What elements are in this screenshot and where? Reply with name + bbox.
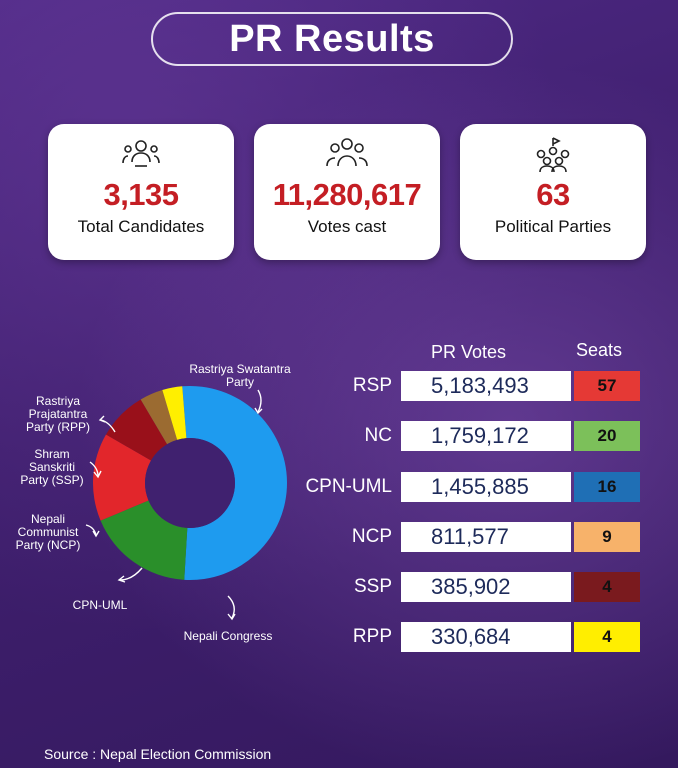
- stat-card-candidates: 3,135 Total Candidates: [48, 124, 234, 260]
- row-seats-value: 4: [574, 622, 640, 652]
- donut-slice-0: [182, 385, 288, 580]
- label-rpp-line3: Party (RPP): [26, 420, 90, 434]
- label-rpp-line2: Prajatantra: [29, 407, 88, 421]
- voters-group-icon: [326, 138, 368, 167]
- row-party-label: CPN-UML: [305, 476, 392, 497]
- page-title: PR Results: [229, 17, 435, 60]
- row-votes-value: 385,902: [401, 572, 571, 602]
- stat-label: Political Parties: [494, 217, 612, 236]
- donut-slice-2: [93, 434, 152, 521]
- row-votes-value: 1,759,172: [401, 421, 571, 451]
- row-party-label: SSP: [353, 576, 392, 597]
- donut-slice-3: [105, 399, 168, 461]
- donut-hole: [145, 438, 235, 528]
- label-ncp-line3: Party (NCP): [16, 538, 81, 552]
- stat-value: 11,280,617: [272, 177, 422, 212]
- label-ssp-line1: Shram: [34, 447, 69, 461]
- candidate-icon: [122, 140, 160, 167]
- stat-value: 63: [536, 177, 570, 212]
- label-nc: Nepali Congress: [184, 629, 273, 643]
- donut-chart: Rastriya Swatantra Party Rastriya Prajat…: [16, 362, 291, 643]
- row-seats-value: 9: [574, 522, 640, 552]
- label-rsp-line2: Party: [226, 375, 254, 389]
- party-gathering-icon: [536, 137, 570, 173]
- row-votes-value: 330,684: [401, 622, 571, 652]
- row-seats-value: 4: [574, 572, 640, 602]
- stat-card-parties: 63 Political Parties: [460, 124, 646, 260]
- source-note: Source : Nepal Election Commission: [44, 746, 272, 762]
- row-party-label: RPP: [352, 626, 392, 647]
- label-rsp-line1: Rastriya Swatantra: [189, 362, 291, 376]
- header-pr-votes: PR Votes: [431, 342, 507, 362]
- label-pointers: [85, 389, 263, 621]
- stat-label: Votes cast: [307, 217, 387, 236]
- label-ssp-line3: Party (SSP): [20, 473, 83, 487]
- donut-slice-1: [100, 500, 188, 580]
- row-seats-value: 57: [574, 371, 640, 401]
- stat-card-votes: 11,280,617 Votes cast: [254, 124, 440, 260]
- label-ncp-line1: Nepali: [31, 512, 65, 526]
- label-rpp-line1: Rastriya: [36, 394, 80, 408]
- donut-slice-4: [140, 390, 178, 445]
- row-seats-value: 20: [574, 421, 640, 451]
- row-party-label: NCP: [351, 526, 392, 547]
- row-votes-value: 5,183,493: [401, 371, 571, 401]
- stat-value: 3,135: [103, 177, 179, 212]
- label-cpn-uml: CPN-UML: [73, 598, 128, 612]
- label-ncp-line2: Communist: [18, 525, 79, 539]
- label-ssp-line2: Sanskriti: [29, 460, 75, 474]
- page-title-pill: PR Results: [151, 12, 513, 66]
- donut-slice-5: [162, 386, 187, 440]
- row-party-label: NC: [364, 425, 392, 446]
- header-seats: Seats: [576, 340, 623, 360]
- row-votes-value: 811,577: [401, 522, 571, 552]
- stat-label: Total Candidates: [77, 217, 205, 236]
- row-party-label: RSP: [352, 375, 392, 396]
- row-seats-value: 16: [574, 472, 640, 502]
- row-votes-value: 1,455,885: [401, 472, 571, 502]
